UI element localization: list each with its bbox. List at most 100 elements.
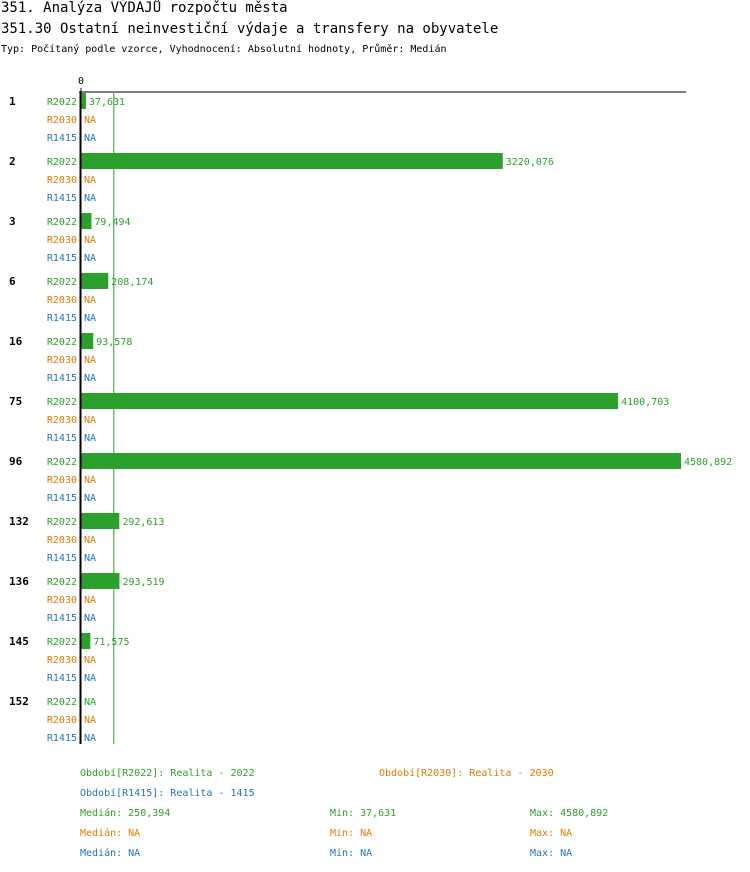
na-label: NA — [84, 235, 96, 246]
series-label: R2022 — [47, 97, 77, 108]
data-label: 71,575 — [93, 637, 129, 648]
na-label: NA — [84, 733, 96, 744]
na-label: NA — [84, 535, 96, 546]
bar — [81, 573, 120, 589]
data-label: 293,519 — [122, 577, 164, 588]
na-label: NA — [84, 253, 96, 264]
na-label: NA — [84, 553, 96, 564]
na-label: NA — [84, 433, 96, 444]
na-label: NA — [84, 493, 96, 504]
bar — [81, 393, 619, 409]
series-label: R2030 — [47, 475, 77, 486]
series-label: R2030 — [47, 535, 77, 546]
na-label: NA — [84, 697, 96, 708]
series-label: R2022 — [47, 277, 77, 288]
na-label: NA — [84, 613, 96, 624]
group-label: 3 — [9, 215, 16, 228]
series-label: R1415 — [47, 553, 77, 564]
na-label: NA — [84, 475, 96, 486]
data-label: 4580,892 — [684, 457, 732, 468]
stat-min-r2022: Min: 37,631 — [330, 808, 397, 819]
series-label: R2030 — [47, 355, 77, 366]
bar — [81, 453, 681, 469]
bar — [81, 93, 86, 109]
na-label: NA — [84, 313, 96, 324]
series-label: R1415 — [47, 253, 77, 264]
data-label: 79,494 — [94, 217, 130, 228]
series-label: R2030 — [47, 115, 77, 126]
legend-period-r2030: Období[R2030]: Realita - 2030 — [379, 768, 554, 779]
na-label: NA — [84, 715, 96, 726]
series-label: R2030 — [47, 235, 77, 246]
page-title: 351. Analýza VÝDAJŮ rozpočtu města — [1, 0, 288, 16]
group-label: 136 — [9, 575, 29, 588]
series-label: R2030 — [47, 655, 77, 666]
series-label: R1415 — [47, 733, 77, 744]
stat-median-r1415: Medián: NA — [80, 848, 141, 859]
stat-min-r2030: Min: NA — [330, 828, 373, 839]
series-label: R2022 — [47, 697, 77, 708]
na-label: NA — [84, 673, 96, 684]
data-label: 37,631 — [89, 97, 125, 108]
data-label: 3220,076 — [506, 157, 554, 168]
series-label: R2030 — [47, 415, 77, 426]
na-label: NA — [84, 373, 96, 384]
chart-title: 351.30 Ostatní neinvestiční výdaje a tra… — [1, 21, 499, 37]
data-label: 208,174 — [111, 277, 153, 288]
group-label: 145 — [9, 635, 29, 648]
legend-period-r2022: Období[R2022]: Realita - 2022 — [80, 768, 255, 779]
bar — [81, 153, 503, 169]
group-label: 96 — [9, 455, 23, 468]
na-label: NA — [84, 295, 96, 306]
series-label: R2030 — [47, 595, 77, 606]
series-label: R2022 — [47, 337, 77, 348]
stat-median-r2022: Medián: 250,394 — [80, 808, 171, 819]
series-label: R2030 — [47, 715, 77, 726]
stat-min-r1415: Min: NA — [330, 848, 373, 859]
group-label: 2 — [9, 155, 16, 168]
na-label: NA — [84, 193, 96, 204]
na-label: NA — [84, 133, 96, 144]
data-label: 93,578 — [96, 337, 132, 348]
series-label: R1415 — [47, 673, 77, 684]
group-label: 1 — [9, 95, 16, 108]
group-label: 6 — [9, 275, 16, 288]
bar — [81, 213, 92, 229]
na-label: NA — [84, 655, 96, 666]
group-label: 132 — [9, 515, 29, 528]
series-label: R2022 — [47, 217, 77, 228]
chart-meta: Typ: Počítaný podle vzorce, Vyhodnocení:… — [1, 44, 447, 55]
data-label: 292,613 — [122, 517, 164, 528]
stat-median-r2030: Medián: NA — [80, 828, 141, 839]
legend-period-r1415: Období[R1415]: Realita - 1415 — [80, 788, 255, 799]
series-label: R2022 — [47, 157, 77, 168]
na-label: NA — [84, 115, 96, 126]
series-label: R2030 — [47, 175, 77, 186]
series-label: R2022 — [47, 637, 77, 648]
series-label: R2022 — [47, 517, 77, 528]
stat-max-r1415: Max: NA — [530, 848, 573, 859]
bar — [81, 273, 109, 289]
series-label: R1415 — [47, 193, 77, 204]
x-tick-label: 0 — [78, 76, 84, 87]
na-label: NA — [84, 175, 96, 186]
group-label: 152 — [9, 695, 29, 708]
group-label: 75 — [9, 395, 22, 408]
na-label: NA — [84, 595, 96, 606]
series-label: R1415 — [47, 493, 77, 504]
series-label: R1415 — [47, 313, 77, 324]
series-label: R2022 — [47, 397, 77, 408]
series-label: R1415 — [47, 433, 77, 444]
bar — [81, 333, 94, 349]
data-label: 4100,703 — [621, 397, 669, 408]
series-label: R1415 — [47, 373, 77, 384]
bar-chart: 0 1 R2022 37,631 R2030 NA R1415 NA 2 R2022 3220,07… — [9, 76, 732, 744]
na-label: NA — [84, 355, 96, 366]
na-label: NA — [84, 415, 96, 426]
series-label: R2022 — [47, 577, 77, 588]
stat-max-r2022: Max: 4580,892 — [530, 808, 609, 819]
bar — [81, 513, 120, 529]
bar — [81, 633, 91, 649]
group-label: 16 — [9, 335, 23, 348]
series-label: R2022 — [47, 457, 77, 468]
